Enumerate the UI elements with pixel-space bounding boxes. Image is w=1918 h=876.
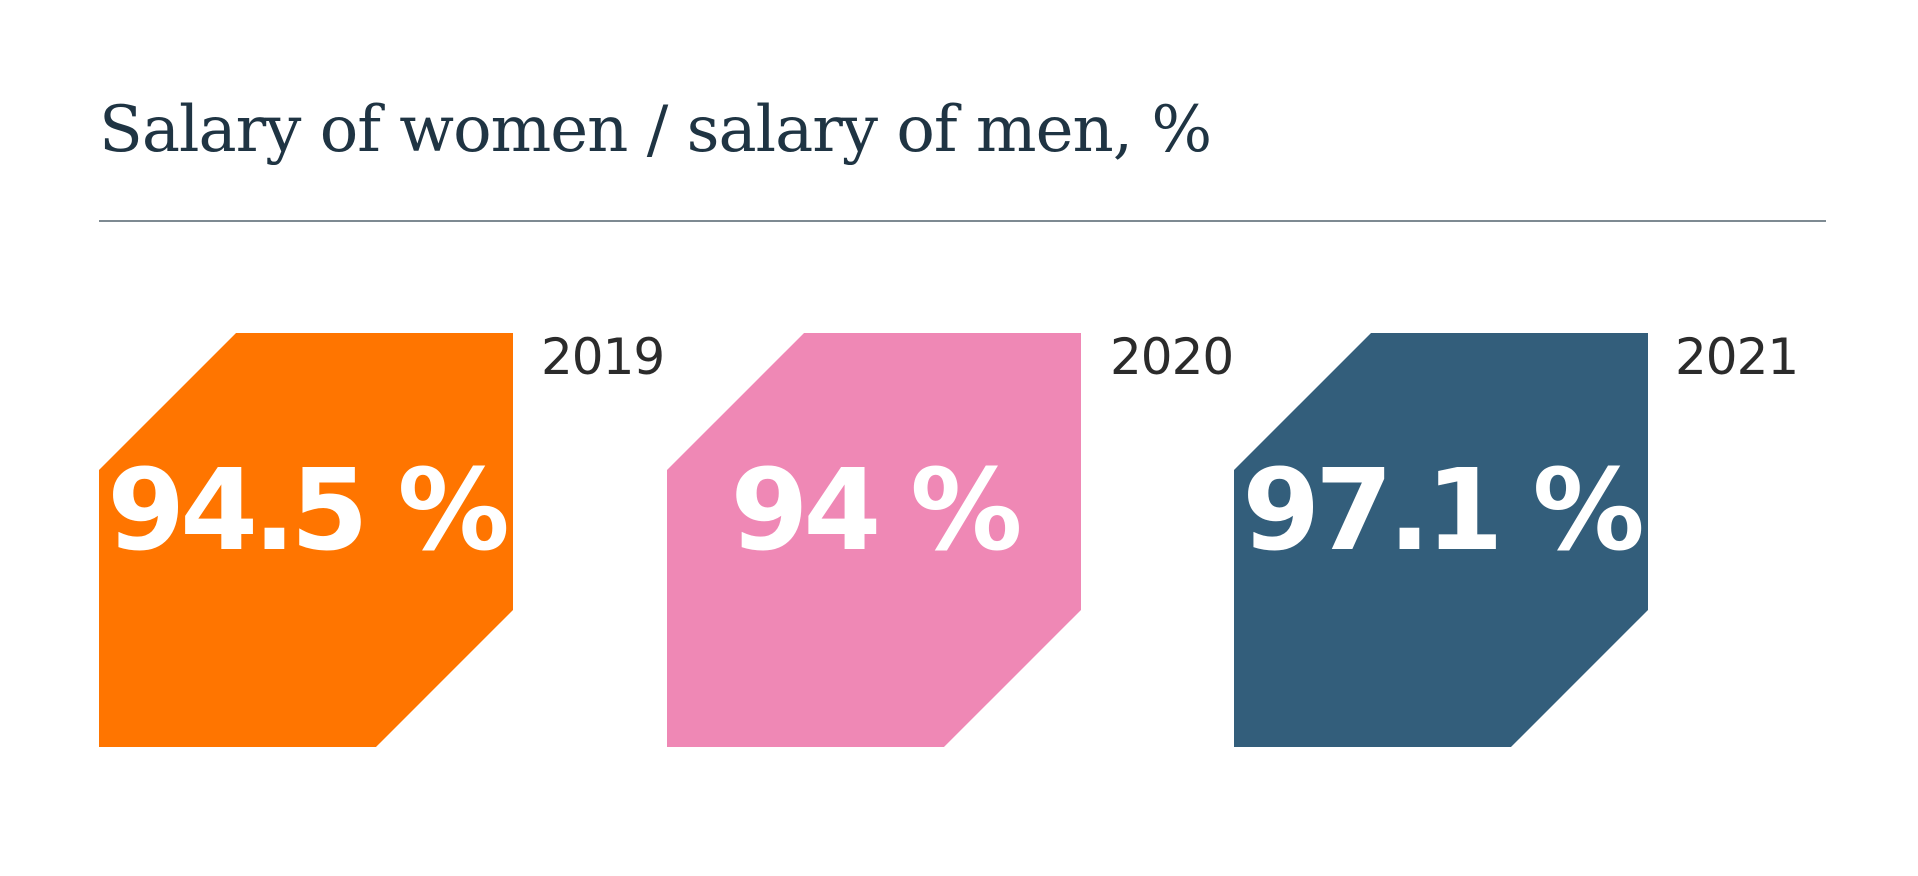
chart-title: Salary of women / salary of men, %: [99, 93, 1212, 167]
year-label-2019: 2019: [541, 328, 665, 386]
year-label-2020: 2020: [1110, 328, 1234, 386]
value-label-2021: 97.1 %: [1242, 446, 1645, 576]
tile-shape-2020: [667, 333, 1081, 747]
tile-shape-2021: [1234, 333, 1648, 747]
value-label-2020: 94 %: [730, 446, 1022, 576]
year-label-2021: 2021: [1675, 328, 1799, 386]
tile-shape-2019: [99, 333, 513, 747]
title-divider: [99, 220, 1826, 222]
value-tile-2020: 94 %: [667, 333, 1081, 747]
value-label-2019: 94.5 %: [107, 446, 510, 576]
value-tile-2019: 94.5 %: [99, 333, 513, 747]
value-tile-2021: 97.1 %: [1234, 333, 1648, 747]
